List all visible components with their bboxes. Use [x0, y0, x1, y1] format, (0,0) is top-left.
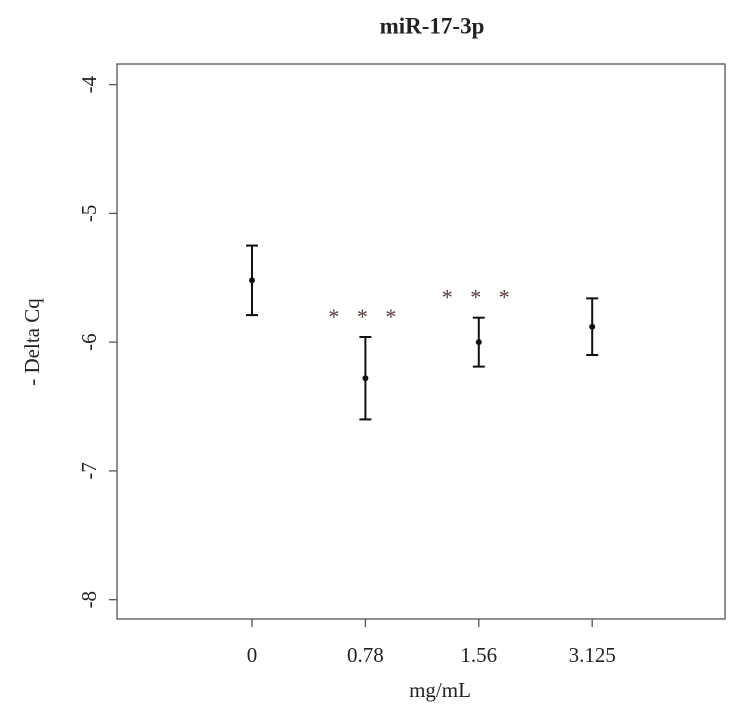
mean-point: [475, 339, 482, 346]
y-tick-label: -4: [77, 75, 101, 93]
mean-point: [362, 375, 369, 382]
y-tick-label: -6: [77, 333, 101, 351]
x-tick-label: 3.125: [569, 643, 616, 667]
x-tick-label: 1.56: [460, 643, 497, 667]
significance-label: * * *: [328, 304, 402, 329]
y-tick-label: -7: [77, 462, 101, 480]
x-axis-label: mg/mL: [409, 678, 471, 702]
significance-label: * * *: [442, 285, 516, 310]
plot-frame: [116, 63, 726, 620]
mean-point: [589, 323, 596, 330]
y-tick-label: -8: [77, 591, 101, 609]
y-tick-label: -5: [77, 205, 101, 223]
chart-title: miR-17-3p: [380, 13, 485, 38]
x-tick-label: 0: [247, 643, 258, 667]
x-tick-label: 0.78: [347, 643, 384, 667]
y-axis-label: - Delta Cq: [20, 298, 44, 386]
mean-point: [249, 277, 255, 284]
